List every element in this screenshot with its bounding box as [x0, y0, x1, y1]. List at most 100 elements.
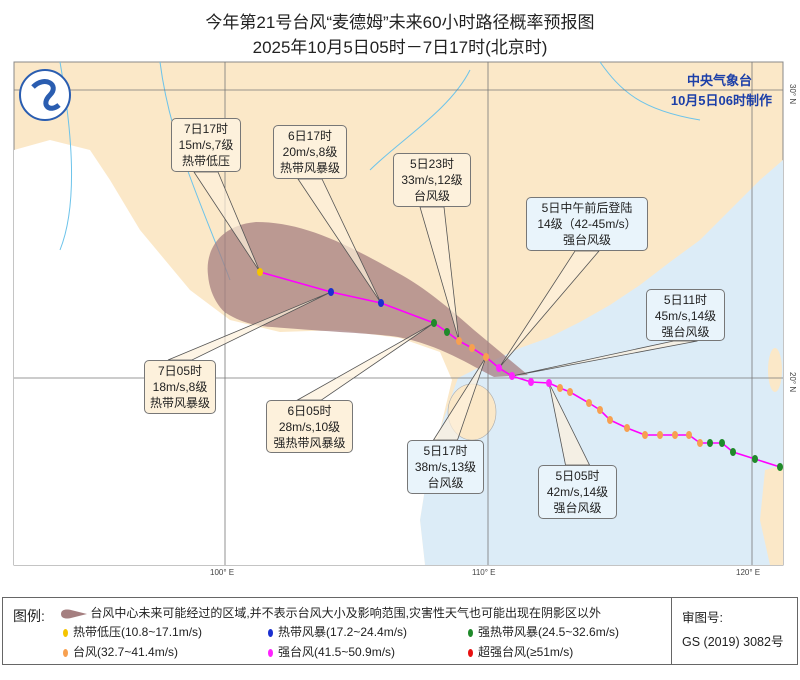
callout-level: 热带风暴级 — [149, 396, 210, 410]
intensity-dot-icon — [468, 648, 473, 657]
callout-pointer — [297, 178, 382, 304]
sea — [420, 160, 783, 565]
callout-time: 7日17时 — [183, 122, 229, 136]
cone-swatch-icon — [61, 609, 87, 619]
map-canvas: 100° E 110° E 120° E 20° N 30° N — [13, 61, 797, 577]
legend-item-label: 超强台风(≥51m/s) — [478, 645, 574, 659]
legend: 图例: 台风中心未来可能经过的区域,并不表示台风大小及影响范围,灾害性天气也可能… — [2, 597, 798, 665]
callout-wind: 20m/s,8级 — [282, 145, 338, 159]
lon-label-100: 100° E — [210, 568, 234, 577]
legend-item: 强热带风暴(24.5~32.6m/s) — [468, 623, 619, 640]
cma-logo — [19, 69, 71, 121]
track-point — [528, 378, 534, 386]
track-point — [752, 455, 758, 463]
track-point — [557, 384, 563, 392]
track-point — [567, 388, 573, 396]
forecast-callout: 5日11时 45m/s,14级 强台风级 — [646, 289, 725, 341]
track-point — [431, 319, 437, 327]
callout-time: 5日11时 — [663, 293, 708, 307]
track-point — [586, 399, 592, 407]
callout-pointer — [193, 171, 261, 273]
lon-label-120: 120° E — [736, 568, 760, 577]
track-point — [496, 364, 502, 372]
callout-wind: 38m/s,13级 — [414, 460, 477, 474]
legend-item: 超强台风(≥51m/s) — [468, 643, 573, 660]
legend-item-label: 热带风暴(17.2~24.4m/s) — [278, 625, 408, 639]
callout-time: 7日05时 — [157, 364, 203, 378]
callout-level: 热带风暴级 — [279, 161, 340, 175]
luzon-island — [760, 465, 783, 565]
track-point — [546, 379, 552, 387]
callout-wind: 33m/s,12级 — [401, 173, 463, 187]
callout-time: 5日17时 — [423, 444, 468, 458]
track-point — [657, 431, 663, 439]
forecast-callout: 7日05时 18m/s,8级 热带风暴级 — [144, 360, 216, 414]
callout-level: 热带低压 — [181, 154, 230, 168]
callout-wind: 14级（42-45m/s） — [537, 217, 637, 231]
lon-label-110: 110° E — [472, 568, 496, 577]
callout-level: 台风级 — [413, 189, 450, 203]
legend-item: 热带低压(10.8~17.1m/s) — [63, 623, 202, 640]
forecast-callout: 5日23时 33m/s,12级 台风级 — [393, 153, 471, 207]
legend-item: 热带风暴(17.2~24.4m/s) — [268, 623, 407, 640]
track-point — [672, 431, 678, 439]
callout-wind: 18m/s,8级 — [152, 380, 208, 394]
track-point — [624, 424, 630, 432]
forecast-callout: 7日17时 15m/s,7级 热带低压 — [171, 118, 241, 172]
legend-item-label: 强热带风暴(24.5~32.6m/s) — [478, 625, 620, 639]
forecast-callout: 6日05时 28m/s,10级 强热带风暴级 — [266, 400, 353, 453]
legend-item-label: 强台风(41.5~50.9m/s) — [278, 645, 396, 659]
track-point — [257, 268, 263, 276]
legend-title: 图例: — [13, 608, 45, 624]
intensity-dot-icon — [268, 628, 273, 637]
lat-label-20: 20° N — [788, 372, 797, 392]
track-point — [642, 431, 648, 439]
intensity-dot-icon — [63, 648, 68, 657]
callout-time: 5日05时 — [555, 469, 600, 483]
callout-time: 6日17时 — [287, 129, 333, 143]
track-point — [777, 463, 783, 471]
track-point — [378, 299, 384, 307]
intensity-dot-icon — [468, 628, 473, 637]
callout-level: 强热带风暴级 — [273, 436, 346, 450]
map-subtitle: 2025年10月5日05时－7日17时(北京时) — [252, 38, 548, 57]
track-point — [483, 353, 489, 361]
track-point — [686, 431, 692, 439]
callout-level: 强台风级 — [562, 233, 611, 247]
agency-name: 中央气象台 — [686, 73, 752, 88]
callout-pointer — [419, 206, 460, 342]
callout-level: 强台风级 — [553, 501, 602, 515]
callout-wind: 42m/s,14级 — [546, 485, 609, 499]
track-points — [257, 268, 783, 471]
intensity-dot-icon — [268, 648, 273, 657]
track-point — [444, 328, 450, 336]
track-point — [509, 372, 515, 380]
callout-wind: 15m/s,7级 — [178, 138, 234, 152]
lat-label-30: 30° N — [788, 84, 797, 104]
approval-block: 审图号: GS (2019) 3082号 — [671, 598, 783, 664]
approval-label: 审图号: — [682, 611, 723, 625]
taiwan-island — [768, 348, 782, 392]
track-point — [456, 337, 462, 345]
callout-pointer — [498, 250, 600, 369]
callout-wind: 45m/s,14级 — [654, 309, 717, 323]
callout-wind: 28m/s,10级 — [278, 420, 341, 434]
forecast-callout: 5日05时 42m/s,14级 强台风级 — [538, 465, 617, 519]
track-point — [707, 439, 713, 447]
track-point — [697, 439, 703, 447]
track-point — [328, 288, 334, 296]
track-point — [469, 344, 475, 352]
legend-item-label: 热带低压(10.8~17.1m/s) — [73, 625, 203, 639]
callout-time: 5日中午前后登陆 — [541, 201, 633, 215]
intensity-dot-icon — [63, 628, 68, 637]
forecast-track — [259, 271, 781, 468]
track-point — [730, 448, 736, 456]
legend-cone: 台风中心未来可能经过的区域,并不表示台风大小及影响范围,灾害性天气也可能出现在阴… — [61, 604, 601, 621]
cma-logo-icon — [19, 69, 71, 121]
legend-item: 台风(32.7~41.4m/s) — [63, 643, 178, 660]
legend-cone-text: 台风中心未来可能经过的区域,并不表示台风大小及影响范围,灾害性天气也可能出现在阴… — [90, 606, 602, 620]
approval-number: GS (2019) 3082号 — [682, 635, 784, 649]
issue-time: 10月5日06时制作 — [670, 93, 772, 108]
callout-level: 台风级 — [427, 476, 464, 490]
